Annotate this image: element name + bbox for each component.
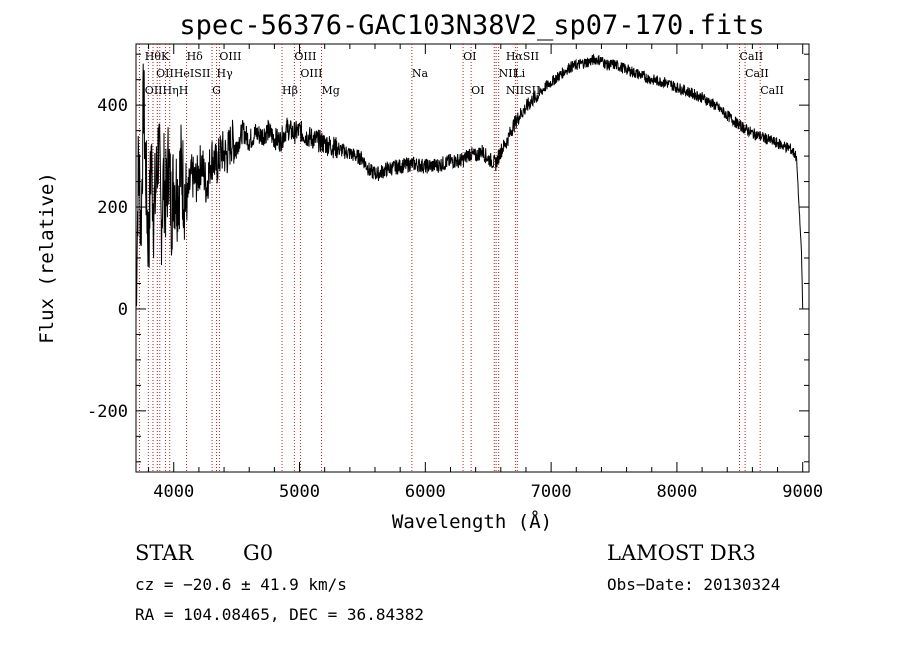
line-label: CaII [745, 67, 769, 80]
spectral-line-labels: HθK Hδ OIII OIII OI HαSII CaII OIIHeISII Hγ OIII N… [145, 50, 784, 97]
line-label: Hγ [217, 67, 234, 80]
line-label: Li [514, 67, 525, 80]
survey-name: LAMOST DR3 [607, 541, 756, 565]
y-axis-label: Flux (relative) [36, 172, 58, 344]
line-label: OIII [219, 50, 241, 63]
y-tick-label: 400 [97, 96, 128, 116]
y-tick-label: -200 [87, 402, 128, 422]
line-label: CaII [740, 50, 764, 63]
line-label: CaII [760, 84, 784, 97]
line-label: OIIHηH [145, 84, 188, 97]
line-label: Mg [322, 84, 340, 97]
x-tick-label: 5000 [279, 482, 320, 502]
x-axis-ticks: 4000 5000 6000 7000 8000 9000 [148, 44, 823, 502]
line-label: Na [412, 67, 429, 80]
object-class: STAR [135, 541, 194, 565]
spectrum-line [135, 53, 804, 309]
line-label: Hδ [187, 50, 204, 63]
obs-date: Obs−Date: 20130324 [607, 575, 780, 594]
line-label: OIII [294, 50, 316, 63]
x-tick-label: 4000 [153, 482, 194, 502]
plot-frame [135, 43, 810, 473]
coordinates-readout: RA = 104.08465, DEC = 36.84382 [135, 605, 424, 624]
x-tick-label: 9000 [782, 482, 823, 502]
line-label: NII [499, 67, 517, 80]
line-label: HαSII [506, 50, 539, 63]
y-tick-label: 0 [118, 300, 128, 320]
redshift-readout: cz = −20.6 ± 41.9 km/s [135, 575, 347, 594]
object-subclass: G0 [243, 541, 273, 565]
line-label: HθK [145, 50, 170, 63]
line-label: G [212, 84, 221, 97]
x-tick-label: 6000 [405, 482, 446, 502]
line-label: Hβ [282, 84, 298, 97]
line-label: NIISII [506, 84, 541, 97]
line-label: OI [463, 50, 476, 63]
line-label: OI [471, 84, 484, 97]
x-tick-label: 8000 [656, 482, 697, 502]
y-axis-ticks: -200 0 200 400 [87, 53, 809, 463]
y-tick-label: 200 [97, 198, 128, 218]
x-tick-label: 7000 [531, 482, 572, 502]
line-label: OIII [300, 67, 322, 80]
x-axis-label: Wavelength (Å) [392, 510, 552, 533]
spectral-line-markers [138, 44, 761, 472]
line-label: OIIHeISII [156, 67, 210, 80]
chart-title: spec-56376-GAC103N38V2_sp07-170.fits [179, 10, 764, 41]
